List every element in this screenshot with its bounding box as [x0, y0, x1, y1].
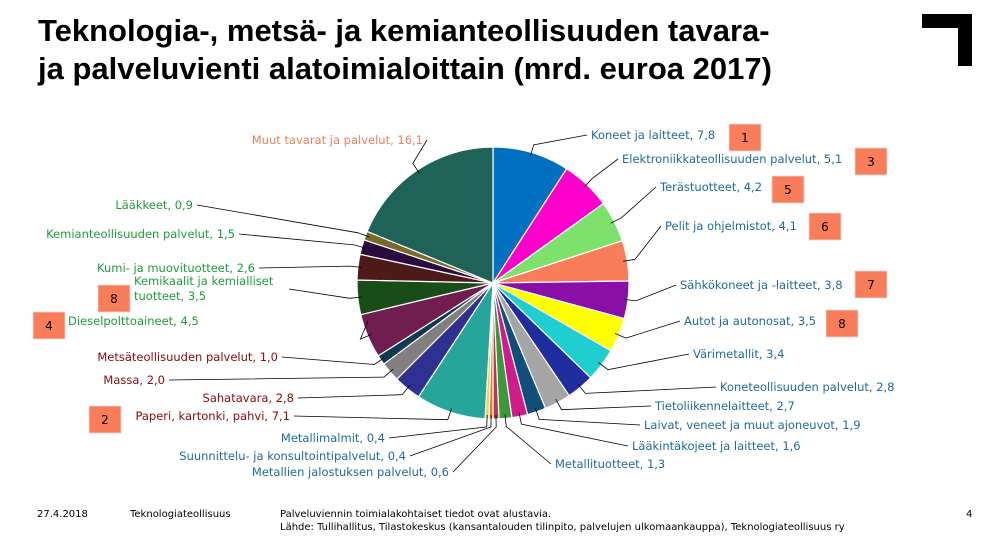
data-label-koneteollisuuden-palvelut: Koneteollisuuden palvelut, 2,8 [720, 380, 894, 394]
rank-badge-box [88, 405, 122, 434]
leader-line-tietoliikennelaitteet [555, 398, 652, 411]
data-label-paperi-kartonki-pahvi: Paperi, kartonki, pahvi, 7,1 [135, 409, 290, 423]
data-label-laivat-veneet-ja-muut-ajoneuvot: Laivat, veneet ja muut ajoneuvot, 1,9 [644, 418, 861, 432]
data-label-dieselpolttoaineet: Dieselpolttoaineet, 4,5 [68, 314, 199, 328]
leader-line-muut-tavarat-ja-palvelut [412, 139, 428, 174]
leader-line-kemianteollisuuden-palvelut [238, 233, 366, 249]
data-label-kemianteollisuuden-palvelut: Kemianteollisuuden palvelut, 1,5 [46, 227, 235, 241]
data-label-terastuotteet: Terästuotteet, 4,2 [659, 180, 762, 194]
footer-date: 27.4.2018 [37, 509, 88, 520]
data-label-metallimalmit: Metallimalmit, 0,4 [281, 431, 385, 445]
leader-line-metallituotteet [504, 414, 552, 465]
rank-badge-box [97, 284, 131, 313]
leader-line-paperi-kartonki-pahvi [293, 408, 452, 421]
leader-line-laakintakojeet-ja-laitteet [518, 412, 629, 447]
data-label-massa: Massa, 2,0 [103, 373, 165, 387]
leader-line-autot-ja-autonosat [614, 320, 681, 339]
leader-line-sahatavara [297, 385, 411, 399]
data-label-sahatavara: Sahatavara, 2,8 [203, 391, 294, 405]
rank-badge-paperi-kartonki-pahvi: 2 [88, 405, 122, 434]
page-title: Teknologia-, metsä- ja kemianteollisuude… [38, 12, 918, 88]
leader-line-metsateollisuuden-palvelut [281, 356, 385, 365]
rank-badge-box [32, 311, 66, 340]
rank-badge-text: 1 [741, 131, 749, 145]
leader-line-laivat-veneet-ja-muut-ajoneuvot [535, 407, 641, 426]
rank-badge-autot-ja-autonosat: 8 [825, 309, 859, 338]
leader-line-kumi-ja-muovituotteet [258, 265, 362, 269]
leader-line-kemikaalit-ja-kemialliset-tuotteet [288, 288, 362, 299]
leader-line-suunnittelu-ja-konsultointipalvelut [409, 414, 492, 457]
rank-badge-box [771, 175, 805, 204]
rank-badge-box [825, 309, 859, 338]
leader-line-koneet-ja-laitteet [529, 134, 588, 157]
footer-source: Lähde: Tullihallitus, Tilastokeskus (kan… [280, 522, 845, 533]
rank-badge-text: 8 [110, 292, 118, 306]
rank-badge-text: 4 [45, 319, 53, 333]
footer-organization: Teknologiateollisuus [130, 509, 231, 520]
data-label-pelit-ja-ohjelmistot: Pelit ja ohjelmistot, 4,1 [665, 219, 797, 233]
rank-badge-koneet-ja-laitteet: 1 [728, 123, 762, 152]
rank-badge-box [854, 147, 888, 176]
brand-logo-icon [922, 14, 972, 66]
leader-line-metallimalmit [388, 414, 488, 439]
rank-badge-pelit-ja-ohjelmistot: 6 [808, 212, 842, 241]
rank-badge-box [854, 270, 888, 299]
rank-badge-box [728, 123, 762, 152]
leader-line-dieselpolttoaineet [359, 320, 372, 340]
data-label-tietoliikennelaitteet: Tietoliikennelaitteet, 2,7 [654, 399, 795, 413]
rank-badge-text: 8 [838, 317, 846, 331]
leader-line-metallien-jalostuksen-palvelut [452, 414, 497, 473]
leader-line-massa [168, 368, 394, 381]
data-label-muut-tavarat-ja-palvelut: Muut tavarat ja palvelut, 16,1 [252, 133, 423, 147]
rank-badge-dieselpolttoaineet: 4 [32, 311, 66, 340]
data-label-metsateollisuuden-palvelut: Metsäteollisuuden palvelut, 1,0 [97, 350, 278, 364]
rank-badge-kemikaalit-ja-kemialliset-tuotteet: 8 [97, 284, 131, 313]
data-label-suunnittelu-ja-konsultointipalvelut: Suunnittelu- ja konsultointipalvelut, 0,… [179, 449, 406, 463]
page-number: 4 [966, 509, 973, 520]
footer-note: Palveluviennin toimialakohtaiset tiedot … [280, 509, 552, 520]
page-title-line-1: Teknologia-, metsä- ja kemianteollisuude… [38, 13, 770, 48]
rank-badge-box [808, 212, 842, 241]
rank-badge-sahkokoneet-ja-laitteet: 7 [854, 270, 888, 299]
rank-badge-text: 6 [821, 220, 829, 234]
data-label-koneet-ja-laitteet: Koneet ja laitteet, 7,8 [591, 128, 715, 142]
page-title-line-2: ja palveluvienti alatoimialoittain (mrd.… [38, 51, 772, 86]
leader-line-varimetallit [598, 353, 690, 371]
rank-badge-elektroniikkateollisuuden-palvelut: 3 [854, 147, 888, 176]
data-label-laakintakojeet-ja-laitteet: Lääkintäkojeet ja laitteet, 1,6 [632, 439, 801, 453]
rank-badge-text: 3 [867, 155, 875, 169]
rank-badge-terastuotteet: 5 [771, 175, 805, 204]
data-label-metallituotteet: Metallituotteet, 1,3 [555, 457, 665, 471]
rank-badge-text: 2 [101, 413, 109, 427]
data-label-kemikaalit-ja-kemialliset-tuotteet: Kemikaalit ja kemialliset tuotteet, 3,5 [134, 274, 274, 303]
data-label-sahkokoneet-ja-laitteet: Sähkökoneet ja -laitteet, 3,8 [680, 278, 843, 292]
data-label-kumi-ja-muovituotteet: Kumi- ja muovituotteet, 2,6 [97, 261, 255, 275]
rank-badge-text: 5 [784, 183, 792, 197]
rank-badge-text: 7 [867, 278, 875, 292]
leader-line-pelit-ja-ohjelmistot [623, 225, 662, 262]
data-label-varimetallit: Värimetallit, 3,4 [693, 347, 784, 361]
leader-line-laakkeet [196, 204, 370, 238]
leader-line-koneteollisuuden-palvelut [577, 383, 717, 394]
data-label-laakkeet: Lääkkeet, 0,9 [115, 198, 193, 212]
data-label-elektroniikkateollisuuden-palvelut: Elektroniikkateollisuuden palvelut, 5,1 [622, 152, 842, 166]
leader-line-elektroniikkateollisuuden-palvelut [583, 158, 619, 188]
data-label-autot-ja-autonosat: Autot ja autonosat, 3,5 [684, 314, 816, 328]
data-label-metallien-jalostuksen-palvelut: Metallien jalostuksen palvelut, 0,6 [252, 465, 449, 479]
leader-line-sahkokoneet-ja-laitteet [623, 284, 677, 302]
leader-line-terastuotteet [610, 186, 657, 224]
